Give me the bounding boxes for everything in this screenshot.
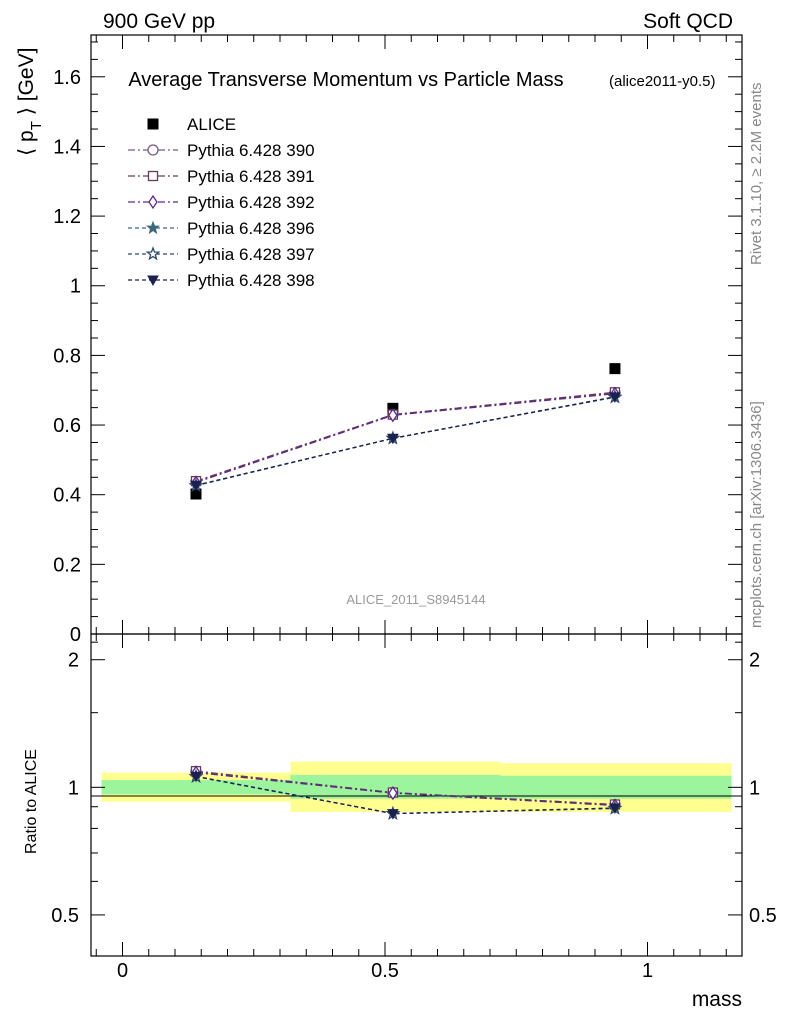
legend-label-alice: ALICE: [187, 115, 236, 134]
series-point-5-2: [609, 392, 621, 403]
y-tick-label-1.6: 1.6: [53, 67, 81, 89]
legend-marker-1: [147, 170, 159, 182]
legend-label-3: Pythia 6.428 396: [187, 219, 315, 238]
axis-ticks: [91, 35, 742, 957]
ratio-y-axis-label: Ratio to ALICE: [23, 749, 40, 854]
watermark: ALICE_2011_S8945144: [346, 592, 485, 607]
legend-marker-3: [145, 220, 161, 235]
series-point-5-0: [190, 480, 202, 492]
series-line-2: [195, 393, 615, 484]
y-tick-label-0.4: 0.4: [53, 485, 81, 507]
band-inner-1: [290, 774, 501, 799]
series-line-3: [195, 396, 616, 487]
ratio-tick-label-right-1: 1: [749, 777, 760, 799]
legend-label-0: Pythia 6.428 390: [187, 141, 315, 160]
series-line-4: [195, 396, 616, 487]
chart-title: Average Transverse Momentum vs Particle …: [128, 69, 563, 91]
legend-label-4: Pythia 6.428 397: [187, 245, 315, 264]
legend-marker-4: [145, 246, 161, 261]
legend-marker-2: [148, 194, 158, 210]
ratio-line-5: [195, 775, 615, 815]
data-point-alice-2: [609, 363, 621, 375]
legend-label-5: Pythia 6.428 398: [187, 271, 315, 290]
ratio-point-5-0: [190, 771, 202, 783]
legend: ALICE Pythia 6.428 390 Pythia 6.428 391 Pyt…: [128, 115, 315, 290]
legend-label-2: Pythia 6.428 392: [187, 193, 315, 212]
x-tick-label-0.5: 0.5: [371, 960, 399, 982]
legend-marker-5: [147, 275, 159, 287]
y-tick-label-1.2: 1.2: [53, 206, 81, 228]
ratio-tick-label-right-2: 2: [749, 650, 760, 672]
band-inner-0: [101, 780, 291, 795]
y-tick-label-0.6: 0.6: [53, 415, 81, 437]
y-tick-label-0.8: 0.8: [53, 345, 81, 367]
ratio-point-5-2: [609, 803, 621, 814]
header-left: 900 GeV pp: [103, 10, 215, 33]
ratio-tick-label-left-1: 1: [68, 777, 79, 799]
legend-label-1: Pythia 6.428 391: [187, 167, 315, 186]
legend-marker-0: [147, 144, 159, 156]
ratio-tick-label-right-0.5: 0.5: [749, 905, 777, 927]
series-line-0: [195, 392, 615, 483]
y-tick-label-0.2: 0.2: [53, 554, 81, 576]
legend-marker-alice: [147, 118, 159, 130]
axis-tick-labels: 0 0.2 0.4 0.6 0.8 1 1.2 1.4 1.6 0.5 0.5 1 1 2 2 0 0.5 1: [51, 67, 777, 982]
series-line-5: [195, 396, 616, 486]
chart-subtitle: (alice2011-y0.5): [609, 73, 715, 90]
rivet-side-text: Rivet 3.1.10, ≥ 2.2M events: [748, 83, 765, 266]
header-right: Soft QCD: [643, 10, 733, 33]
series-point-2-1: [388, 408, 398, 423]
series-markers: [188, 363, 623, 821]
x-tick-label-0: 0: [117, 960, 128, 982]
y-axis-label: ⟨ pT ⟩ [GeV]: [15, 48, 45, 156]
ratio-point-5-1: [387, 809, 399, 820]
mcplots-side-text: mcplots.cern.ch [arXiv:1306.3436]: [748, 401, 765, 628]
x-tick-label-1: 1: [642, 960, 653, 982]
y-tick-label-0: 0: [70, 624, 81, 646]
x-axis-label: mass: [692, 988, 742, 1011]
band-inner-2: [500, 775, 732, 799]
series-point-5-1: [387, 433, 399, 445]
y-tick-label-1.4: 1.4: [53, 136, 81, 158]
ratio-tick-label-left-0.5: 0.5: [51, 905, 79, 927]
y-tick-label-1: 1: [70, 276, 81, 298]
series-line-1: [195, 391, 615, 482]
ratio-tick-label-left-2: 2: [68, 650, 79, 672]
ratio-point-2-1: [388, 785, 398, 801]
ratio-plot-frame: [90, 633, 743, 957]
